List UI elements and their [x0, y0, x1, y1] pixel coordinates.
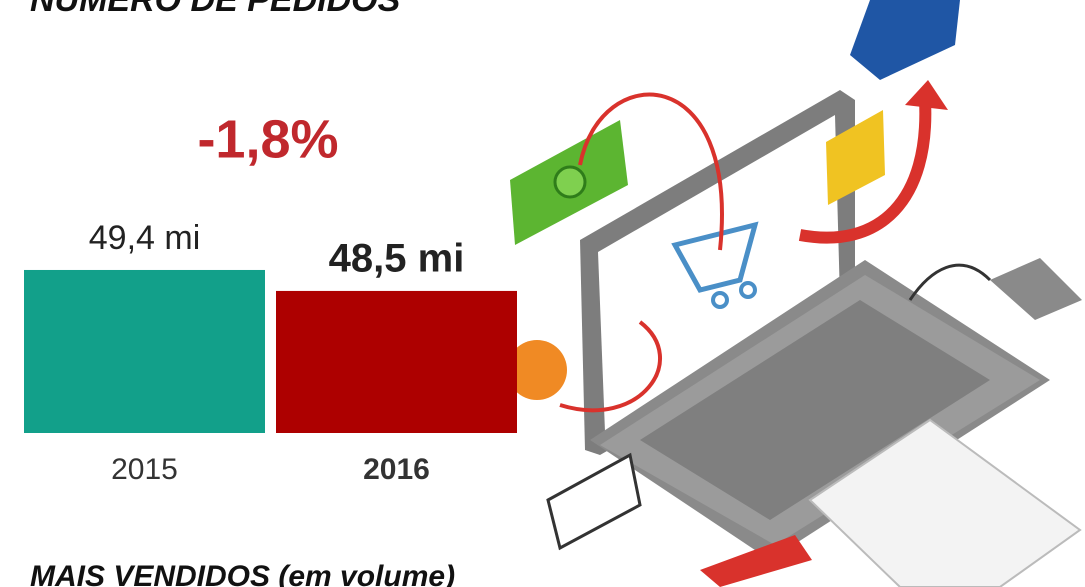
annotation: -1,8%	[197, 109, 338, 169]
chart-title: NÚMERO DE PEDIDOS	[30, 0, 401, 19]
value-label: 48,5 mi	[329, 236, 465, 280]
value-label: 49,4 mi	[89, 219, 201, 257]
bar	[276, 290, 517, 433]
illustration	[507, 0, 1082, 587]
bar	[24, 269, 265, 433]
x-tick-label: 2016	[363, 453, 430, 486]
footer: MAIS VENDIDOS (em volume)	[30, 560, 455, 587]
x-tick-label: 2015	[111, 453, 178, 486]
